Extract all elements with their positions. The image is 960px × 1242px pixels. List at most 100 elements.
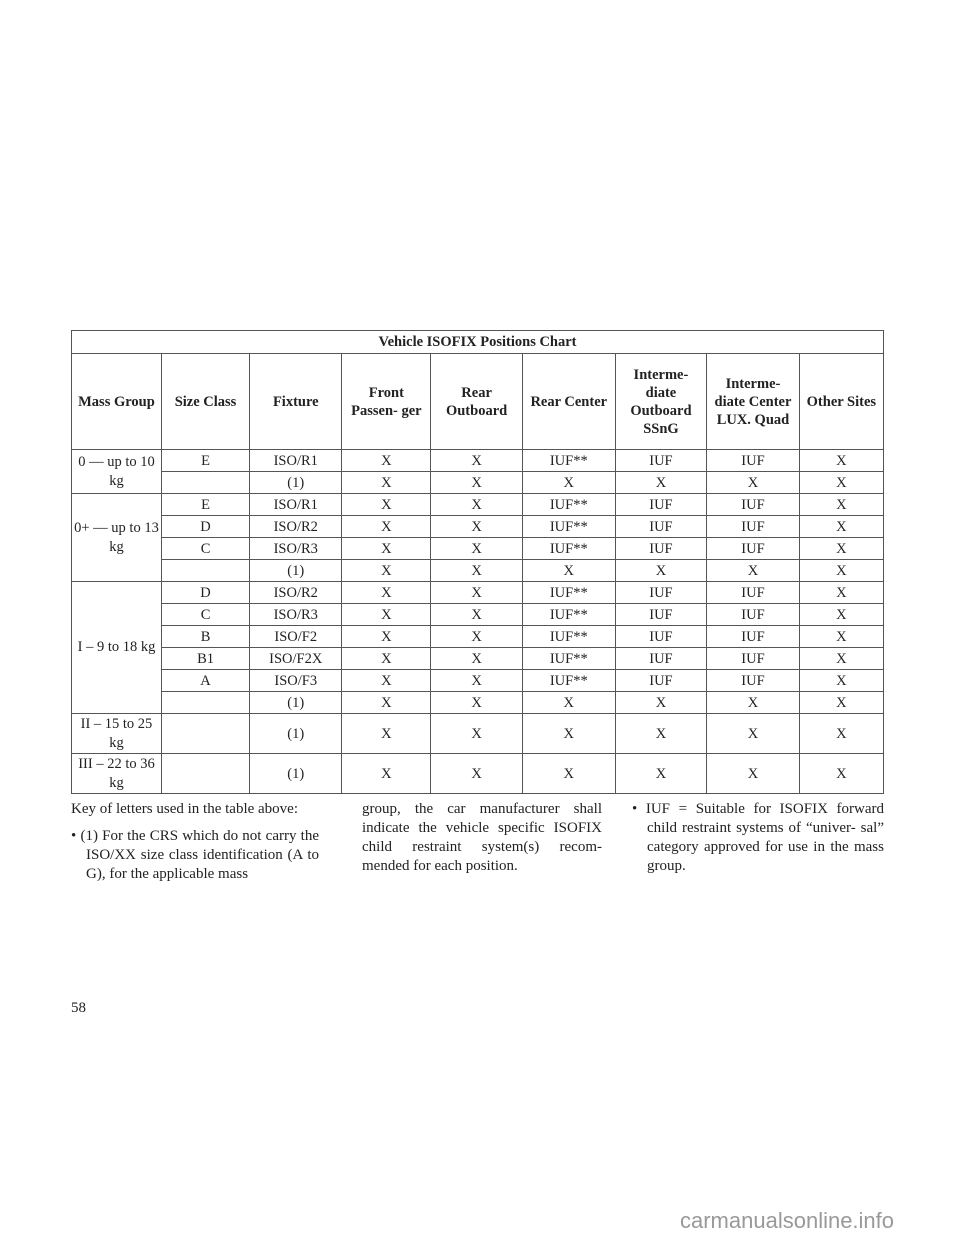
table-row: I – 9 to 18 kg D ISO/R2 X X IUF** IUF IUF X xyxy=(71,581,885,714)
table-cell: IUF xyxy=(614,603,708,626)
table-cell: X xyxy=(430,753,523,794)
table-cell: ISO/F3 xyxy=(249,669,343,692)
table-cell: IUF xyxy=(706,537,800,560)
table-cell: X xyxy=(798,669,885,692)
column-header: Other Sites xyxy=(798,353,885,450)
table-cell xyxy=(160,471,251,494)
table-cell: B xyxy=(160,625,251,648)
table-cell: ISO/F2X xyxy=(249,647,343,670)
table-cell: ISO/R2 xyxy=(249,581,343,604)
text-column-1: Key of letters used in the table above: … xyxy=(71,800,319,892)
table-cell: X xyxy=(430,603,523,626)
table-cell: X xyxy=(341,559,432,582)
table-cell: X xyxy=(521,691,616,714)
table-row: III – 22 to 36 kg (1) X X X X X X xyxy=(71,753,885,794)
table-cell: IUF xyxy=(614,515,708,538)
table-row: (1) X X X X X X xyxy=(72,691,885,714)
table-cell: X xyxy=(430,713,523,754)
table-cell: X xyxy=(341,537,432,560)
table-cell: ISO/F2 xyxy=(249,625,343,648)
note-1-text: (1) For the CRS which do not carry the I… xyxy=(80,828,319,882)
table-cell: X xyxy=(798,449,885,472)
column-header: Interme- diate Center LUX. Quad xyxy=(706,353,800,450)
note-1: • (1) For the CRS which do not carry the… xyxy=(71,828,319,882)
column-header: Interme- diate Outboard SSnG xyxy=(614,353,708,450)
table-cell: IUF** xyxy=(521,515,616,538)
table-cell xyxy=(160,559,251,582)
note-1-continued: group, the car manufacturer shall indica… xyxy=(362,801,602,874)
table-cell: X xyxy=(341,647,432,670)
table-cell: IUF** xyxy=(521,581,616,604)
table-cell: C xyxy=(160,537,251,560)
table-cell: X xyxy=(614,559,708,582)
table-cell: X xyxy=(798,559,885,582)
table-cell: X xyxy=(798,753,885,794)
table-cell: X xyxy=(614,753,708,794)
mass-group-cell: III – 22 to 36 kg xyxy=(71,753,162,794)
table-cell: ISO/R3 xyxy=(249,537,343,560)
table-cell: IUF xyxy=(706,647,800,670)
table-cell: X xyxy=(798,471,885,494)
table-cell: X xyxy=(341,753,432,794)
table-row: C ISO/R3 X X IUF** IUF IUF X xyxy=(72,537,885,560)
table-cell: IUF xyxy=(706,493,800,516)
table-cell: D xyxy=(160,515,251,538)
isofix-positions-table: Vehicle ISOFIX Positions Chart Mass Grou… xyxy=(71,330,885,794)
table-cell: (1) xyxy=(249,753,343,794)
table-cell: IUF** xyxy=(521,537,616,560)
table-cell: IUF** xyxy=(521,669,616,692)
table-cell: (1) xyxy=(249,559,343,582)
table-cell: IUF** xyxy=(521,603,616,626)
table-cell: X xyxy=(430,515,523,538)
table-cell: X xyxy=(798,647,885,670)
table-cell: X xyxy=(430,493,523,516)
column-header: Rear Outboard xyxy=(430,353,523,450)
table-cell: IUF xyxy=(706,515,800,538)
table-cell: IUF xyxy=(706,449,800,472)
table-cell: X xyxy=(341,581,432,604)
table-row: 0 — up to 10 kg E ISO/R1 X X IUF** IUF IUF X xyxy=(71,449,885,494)
table-cell: X xyxy=(521,713,616,754)
table-cell: X xyxy=(430,559,523,582)
table-cell: IUF xyxy=(614,625,708,648)
table-cell xyxy=(160,753,251,794)
table-cell: IUF xyxy=(614,647,708,670)
table-cell: X xyxy=(614,691,708,714)
table-cell: X xyxy=(341,691,432,714)
table-cell: IUF xyxy=(706,581,800,604)
table-cell: IUF** xyxy=(521,493,616,516)
table-cell: X xyxy=(430,691,523,714)
table-cell: IUF** xyxy=(521,449,616,472)
table-row: (1) X X X X X X xyxy=(72,559,885,582)
table-cell: X xyxy=(430,471,523,494)
table-cell: E xyxy=(160,449,251,472)
table-cell: IUF xyxy=(614,669,708,692)
table-row: II – 15 to 25 kg (1) X X X X X X xyxy=(71,713,885,754)
table-cell: X xyxy=(341,515,432,538)
column-header: Rear Center xyxy=(521,353,616,450)
table-cell: X xyxy=(341,449,432,472)
table-cell: X xyxy=(341,493,432,516)
table-cell: IUF xyxy=(706,603,800,626)
table-cell: IUF xyxy=(614,537,708,560)
table-cell: (1) xyxy=(249,691,343,714)
table-title: Vehicle ISOFIX Positions Chart xyxy=(71,330,884,354)
table-cell: X xyxy=(798,537,885,560)
column-header: Front Passen- ger xyxy=(341,353,432,450)
table-row: C ISO/R3 X X IUF** IUF IUF X xyxy=(72,603,885,626)
table-cell: C xyxy=(160,603,251,626)
table-cell: IUF xyxy=(706,625,800,648)
table-cell: (1) xyxy=(249,471,343,494)
key-heading: Key of letters used in the table above: xyxy=(71,801,299,817)
table-cell: IUF** xyxy=(521,647,616,670)
table-cell: X xyxy=(341,625,432,648)
table-cell: X xyxy=(430,669,523,692)
table-cell: IUF xyxy=(614,581,708,604)
table-cell: X xyxy=(341,669,432,692)
table-cell: X xyxy=(706,753,800,794)
table-cell: ISO/R1 xyxy=(249,493,343,516)
table-cell: X xyxy=(706,559,800,582)
mass-group-cell: 0 — up to 10 kg xyxy=(71,449,162,494)
table-cell: X xyxy=(521,559,616,582)
table-row: (1) X X X X X X xyxy=(72,471,885,494)
